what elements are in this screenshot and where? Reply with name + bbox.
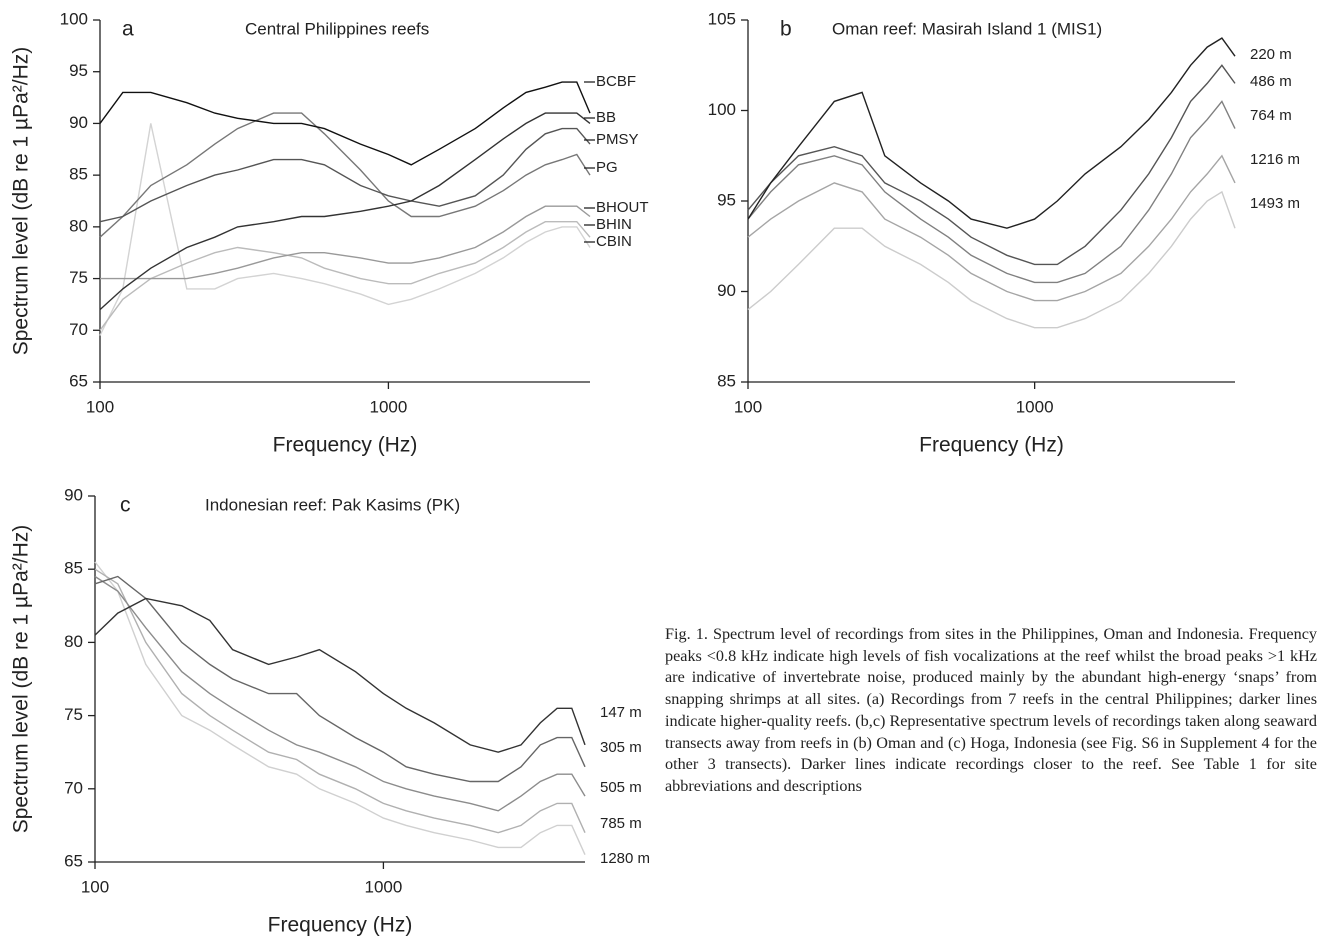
x-tick-label: 100 xyxy=(81,877,109,896)
series-label: 764 m xyxy=(1250,107,1292,124)
series-label: 1280 m xyxy=(600,850,650,867)
y-tick-label: 65 xyxy=(64,851,83,870)
series-label: BCBF xyxy=(596,73,636,90)
series-label: 785 m xyxy=(600,815,642,832)
series-label: 1493 m xyxy=(1250,195,1300,212)
series-line xyxy=(94,561,586,855)
x-tick-label: 100 xyxy=(734,397,762,416)
series-label: BB xyxy=(596,109,616,126)
panel-letter: c xyxy=(120,494,131,517)
y-tick-label: 95 xyxy=(717,190,736,209)
x-axis-label: Frequency (Hz) xyxy=(268,914,413,937)
series-label: CBIN xyxy=(596,233,632,250)
y-tick-label: 85 xyxy=(717,371,736,390)
series-label: BHOUT xyxy=(596,199,649,216)
y-axis-label: Spectrum level (dB re 1 µPa²/Hz) xyxy=(10,47,33,356)
y-tick-label: 75 xyxy=(64,705,83,724)
series-line xyxy=(99,123,591,336)
series-label: 486 m xyxy=(1250,73,1292,90)
x-tick-label: 100 xyxy=(86,397,114,416)
y-tick-label: 85 xyxy=(64,559,83,578)
series-line xyxy=(94,597,586,753)
series-line xyxy=(747,190,1236,329)
y-tick-label: 100 xyxy=(60,9,88,28)
series-line xyxy=(94,568,586,834)
x-axis-label: Frequency (Hz) xyxy=(273,434,418,457)
y-tick-label: 80 xyxy=(69,216,88,235)
series-line xyxy=(100,205,591,280)
series-line xyxy=(99,112,591,238)
series-label: PMSY xyxy=(596,131,639,148)
y-axis-label: Spectrum level (dB re 1 µPa²/Hz) xyxy=(10,525,33,834)
series-line xyxy=(747,100,1236,284)
series-line xyxy=(99,221,591,331)
y-tick-label: 90 xyxy=(717,281,736,300)
chart-title: Indonesian reef: Pak Kasims (PK) xyxy=(205,495,460,514)
y-tick-label: 80 xyxy=(64,632,83,651)
panel-letter: b xyxy=(780,18,792,41)
chart-title: Oman reef: Masirah Island 1 (MIS1) xyxy=(832,19,1102,38)
caption: Fig. 1. Spectrum level of recordings fro… xyxy=(665,625,1317,795)
series-label: 305 m xyxy=(600,739,642,756)
series-label: BHIN xyxy=(596,216,632,233)
series-line xyxy=(99,112,591,311)
y-tick-label: 105 xyxy=(708,9,736,28)
series-line xyxy=(94,575,586,783)
series-line xyxy=(747,154,1236,302)
series-label: 220 m xyxy=(1250,46,1292,63)
x-axis-label: Frequency (Hz) xyxy=(919,434,1064,457)
y-tick-label: 75 xyxy=(69,268,88,287)
chart-title: Central Philippines reefs xyxy=(245,19,429,38)
series-label: 147 m xyxy=(600,704,642,721)
series-line xyxy=(99,127,591,223)
series-line xyxy=(99,81,591,166)
y-tick-label: 90 xyxy=(64,485,83,504)
panel-letter: a xyxy=(122,18,134,41)
series-label: 1216 m xyxy=(1250,151,1300,168)
x-tick-label: 1000 xyxy=(364,877,402,896)
y-tick-label: 90 xyxy=(69,113,88,132)
y-tick-label: 70 xyxy=(64,778,83,797)
x-tick-label: 1000 xyxy=(369,397,407,416)
y-tick-label: 95 xyxy=(69,61,88,80)
y-tick-label: 70 xyxy=(69,320,88,339)
y-tick-label: 65 xyxy=(69,371,88,390)
series-line xyxy=(747,37,1236,229)
series-label: 505 m xyxy=(600,779,642,796)
series-line xyxy=(747,64,1236,266)
x-tick-label: 1000 xyxy=(1016,397,1054,416)
y-tick-label: 85 xyxy=(69,165,88,184)
y-tick-label: 100 xyxy=(708,100,736,119)
series-line xyxy=(94,575,586,812)
series-label: PG xyxy=(596,159,618,176)
